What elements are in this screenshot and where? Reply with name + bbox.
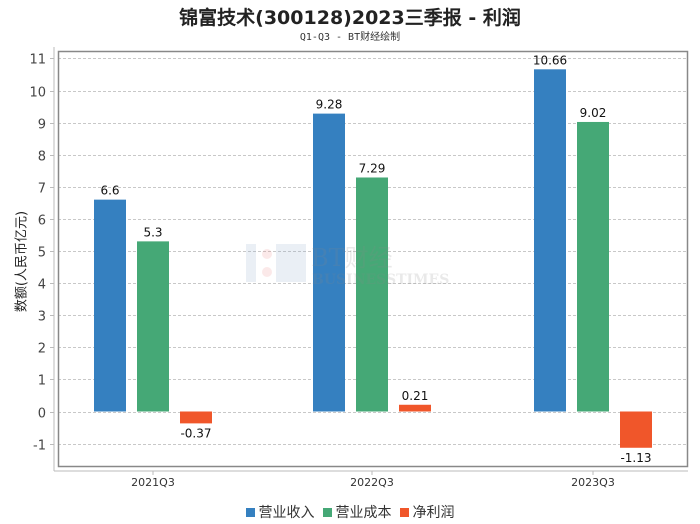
- legend-swatch: [399, 507, 409, 517]
- legend-item[interactable]: 净利润: [399, 502, 455, 522]
- data-label: -1.13: [620, 451, 651, 465]
- chart-title: 锦富技术(300128)2023三季报 - 利润: [179, 7, 521, 29]
- y-tick-label: 2: [38, 342, 46, 357]
- legend: 营业收入 营业成本 净利润: [0, 502, 700, 522]
- y-tick-label: 5: [38, 246, 46, 261]
- data-label: 9.02: [580, 106, 607, 120]
- legend-label: 净利润: [412, 505, 455, 521]
- bar-revenue: [94, 199, 126, 412]
- x-tick-label: 2021Q3: [131, 476, 175, 489]
- x-tick-label: 2022Q3: [350, 476, 394, 489]
- chart-subtitle: Q1-Q3 - BT财经绘制: [299, 32, 401, 43]
- bar-net-profit: [620, 411, 652, 448]
- bar-cost: [577, 121, 609, 412]
- legend-label: 营业成本: [335, 505, 392, 521]
- data-label: 0.21: [402, 389, 429, 403]
- bar-net-profit: [399, 404, 431, 412]
- y-tick-label: 8: [38, 150, 46, 165]
- data-label: 6.6: [100, 184, 119, 198]
- data-label: 5.3: [143, 225, 162, 239]
- data-label: 10.66: [533, 53, 567, 67]
- y-tick-label: 0: [38, 407, 46, 422]
- legend-swatch: [245, 507, 255, 517]
- y-tick-label: 3: [38, 310, 46, 325]
- y-tick-label: 6: [38, 214, 46, 229]
- y-tick-label: 1: [38, 374, 46, 389]
- y-tick-label: 10: [29, 86, 46, 101]
- bar-net-profit: [180, 411, 212, 424]
- y-tick-label: 11: [29, 53, 46, 68]
- bar-cost: [137, 241, 169, 412]
- x-tick-label: 2023Q3: [571, 476, 615, 489]
- data-label: 9.28: [316, 98, 343, 112]
- data-label: 7.29: [359, 161, 386, 175]
- bar-revenue: [313, 113, 345, 412]
- y-tick-label: 7: [38, 182, 46, 197]
- plot-border: [57, 50, 689, 468]
- data-label: -0.37: [180, 426, 211, 440]
- y-tick-label: 4: [38, 278, 46, 293]
- legend-item[interactable]: 营业收入: [245, 502, 315, 522]
- y-tick-label: -1: [33, 439, 46, 454]
- legend-label: 营业收入: [258, 505, 315, 521]
- bar-revenue: [534, 69, 566, 412]
- legend-swatch: [322, 507, 332, 517]
- bar-cost: [356, 177, 388, 412]
- legend-item[interactable]: 营业成本: [322, 502, 392, 522]
- y-tick-label: 9: [38, 118, 46, 133]
